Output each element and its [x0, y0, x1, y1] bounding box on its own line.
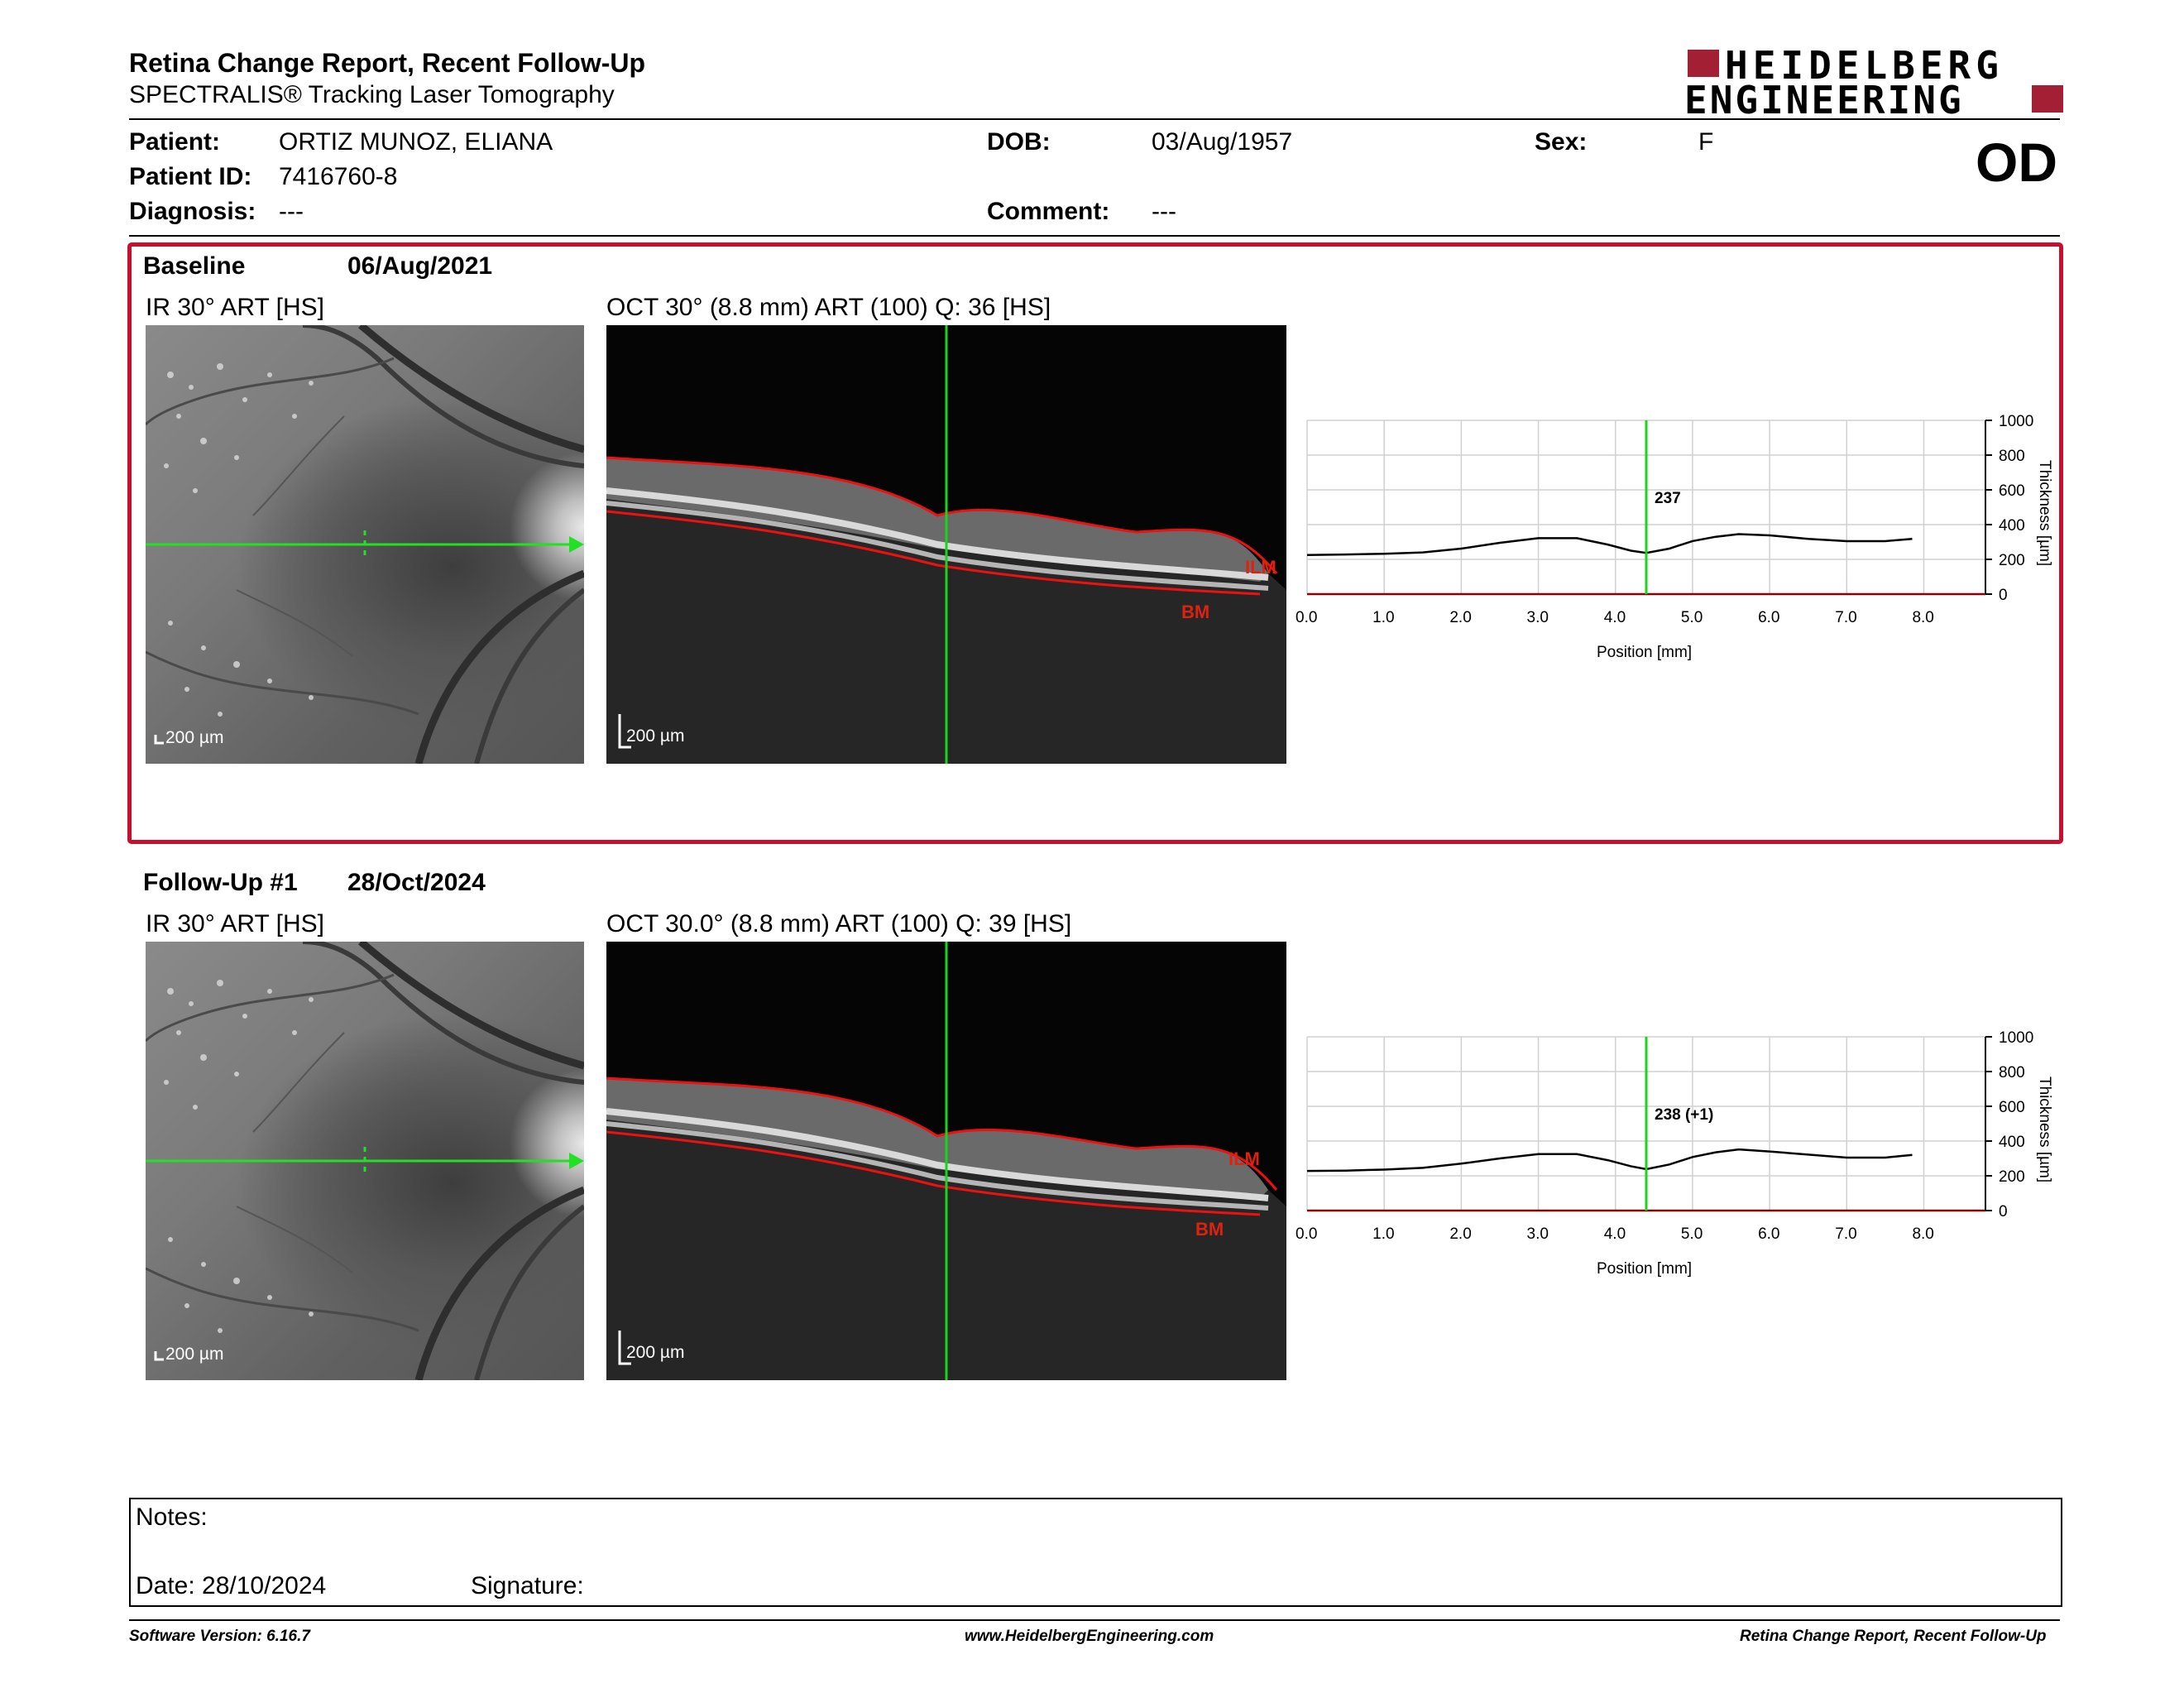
baseline-ilm-label: ILM: [1245, 557, 1276, 578]
logo-text-heidelberg: HEIDELBERG: [1725, 43, 2004, 88]
y-tick-label: 1000: [1999, 1029, 2033, 1047]
thickness-series-line: [1306, 533, 1913, 556]
diagnosis-value: ---: [279, 198, 304, 225]
footer-software-version: Software Version: 6.16.7: [129, 1628, 310, 1645]
logo-text-engineering: ENGINEERING: [1684, 78, 1964, 122]
dob-value: 03/Aug/1957: [1152, 128, 1293, 156]
x-tick-label: 1.0: [1372, 609, 1394, 626]
marker-value-label: 237: [1655, 490, 1681, 507]
diagnosis-label: Diagnosis:: [129, 198, 256, 225]
baseline-highlight-box: [127, 242, 2063, 844]
followup-thickness-chart: 0 200 400 600 800 1000 0.0 1.0 2.0 3.0 4.0 5.0 6.0 7.…: [1296, 1029, 2053, 1278]
footer-divider: [129, 1619, 2060, 1621]
baseline-date: 06/Aug/2021: [347, 252, 493, 280]
x-tick-label: 6.0: [1758, 609, 1779, 626]
followup-bm-label: BM: [1195, 1219, 1224, 1240]
baseline-thickness-plot: 0 200 400 600 800 1000 0.0 1.0 2.0 3.0 4.0 5.0 6.0 7.…: [1291, 405, 2085, 679]
footer-website-link[interactable]: www.HeidelbergEngineering.com: [965, 1628, 1214, 1645]
patient-id-label: Patient ID:: [129, 163, 252, 190]
y-tick-label: 800: [1999, 1064, 2025, 1081]
patient-name: ORTIZ MUNOZ, ELIANA: [279, 128, 553, 156]
marker-value-label: 238 (+1): [1655, 1106, 1713, 1124]
patient-label: Patient:: [129, 128, 221, 156]
followup-ir-label: IR 30° ART [HS]: [146, 910, 324, 938]
x-tick-label: 8.0: [1912, 609, 1933, 626]
logo-square-bottom: [2032, 85, 2063, 113]
sex-label: Sex:: [1535, 128, 1588, 156]
x-tick-label: 4.0: [1604, 1225, 1626, 1243]
x-tick-label: 7.0: [1835, 1225, 1856, 1243]
sex-value: F: [1698, 128, 1714, 156]
baseline-oct-scale: 200 µm: [626, 727, 685, 746]
comment-label: Comment:: [987, 198, 1110, 225]
followup-oct-bscan: ILM BM 200 µm: [606, 942, 1286, 1380]
y-tick-label: 0: [1999, 587, 2008, 604]
y-tick-label: 400: [1999, 517, 2025, 535]
x-tick-label: 2.0: [1449, 1225, 1471, 1243]
followup-ir-scale: 200 µm: [165, 1345, 224, 1364]
x-tick-label: 0.0: [1296, 609, 1317, 626]
y-tick-label: 0: [1999, 1203, 2008, 1220]
x-tick-label: 7.0: [1835, 609, 1856, 626]
notes-label: Notes:: [136, 1503, 208, 1531]
x-tick-label: 5.0: [1681, 609, 1703, 626]
x-tick-label: 1.0: [1372, 1225, 1394, 1243]
patient-divider: [129, 235, 2060, 237]
patient-id: 7416760-8: [279, 163, 398, 190]
followup-thickness-plot: 0 200 400 600 800 1000 0.0 1.0 2.0 3.0 4.0 5.0 6.0 7.…: [1291, 1022, 2085, 1295]
x-tick-label: 6.0: [1758, 1225, 1779, 1243]
baseline-bm-label: BM: [1181, 602, 1210, 622]
x-tick-label: 3.0: [1527, 1225, 1549, 1243]
x-axis-label: Position [mm]: [1597, 644, 1692, 661]
followup-oct-label: OCT 30.0° (8.8 mm) ART (100) Q: 39 [HS]: [606, 910, 1072, 938]
logo-square-top: [1688, 50, 1719, 77]
signature-label: Signature:: [471, 1572, 584, 1599]
y-tick-label: 1000: [1999, 413, 2033, 430]
followup-title: Follow-Up #1: [143, 869, 298, 896]
x-tick-label: 2.0: [1449, 609, 1471, 626]
baseline-oct-label: OCT 30° (8.8 mm) ART (100) Q: 36 [HS]: [606, 294, 1051, 321]
followup-ir-fundus-image: 200 µm: [146, 942, 584, 1380]
x-tick-label: 5.0: [1681, 1225, 1703, 1243]
comment-value: ---: [1152, 198, 1176, 225]
baseline-ir-vessels: [146, 325, 584, 764]
footer-report-name: Retina Change Report, Recent Follow-Up: [1740, 1628, 2047, 1645]
thickness-series-line: [1306, 1148, 1913, 1172]
baseline-ir-fundus-image: 200 µm: [146, 325, 584, 764]
dob-label: DOB:: [987, 128, 1051, 156]
baseline-title: Baseline: [143, 252, 246, 280]
x-tick-label: 4.0: [1604, 609, 1626, 626]
followup-date: 28/Oct/2024: [347, 869, 486, 896]
followup-oct-scale: 200 µm: [626, 1343, 685, 1362]
report-title: Retina Change Report, Recent Follow-Up: [129, 48, 646, 78]
followup-ilm-label: ILM: [1228, 1149, 1260, 1169]
header-divider: [129, 118, 2060, 120]
baseline-oct-bscan: ILM BM 200 µm: [606, 325, 1286, 764]
y-axis-label: Thickness [µm]: [2036, 460, 2053, 566]
x-axis-label: Position [mm]: [1597, 1260, 1692, 1278]
y-axis-label: Thickness [µm]: [2036, 1077, 2053, 1182]
y-tick-label: 600: [1999, 1099, 2025, 1116]
notes-date: Date: 28/10/2024: [136, 1572, 327, 1599]
report-subtitle: SPECTRALIS® Tracking Laser Tomography: [129, 81, 615, 108]
baseline-ir-label: IR 30° ART [HS]: [146, 294, 324, 321]
baseline-ir-scale: 200 µm: [165, 728, 224, 747]
y-tick-label: 200: [1999, 552, 2025, 569]
notes-box[interactable]: [129, 1498, 2062, 1607]
y-tick-label: 200: [1999, 1168, 2025, 1186]
eye-indicator: OD: [1976, 132, 2057, 193]
x-tick-label: 3.0: [1527, 609, 1549, 626]
y-tick-label: 600: [1999, 482, 2025, 500]
x-tick-label: 0.0: [1296, 1225, 1317, 1243]
baseline-thickness-chart: 0 200 400 600 800 1000 0.0 1.0 2.0 3.0 4.0 5.0 6.0 7.…: [1296, 413, 2053, 661]
followup-oct-layers: [606, 942, 1286, 1380]
y-tick-label: 400: [1999, 1134, 2025, 1151]
baseline-oct-layers: [606, 325, 1286, 764]
followup-ir-vessels: [146, 942, 584, 1380]
y-tick-label: 800: [1999, 448, 2025, 465]
x-tick-label: 8.0: [1912, 1225, 1933, 1243]
